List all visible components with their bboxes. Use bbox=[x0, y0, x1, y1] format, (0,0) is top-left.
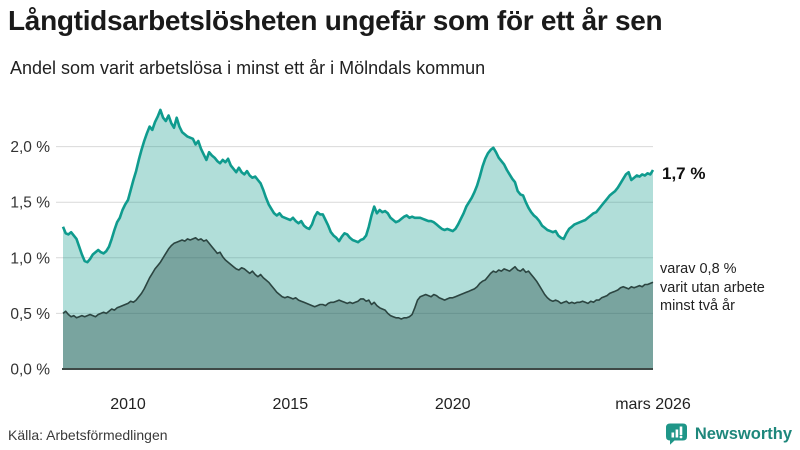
series-end-label-total: 1,7 % bbox=[662, 164, 706, 183]
page-title: Långtidsarbetslösheten ungefär som för e… bbox=[8, 5, 663, 36]
y-tick-label: 2,0 % bbox=[10, 139, 50, 156]
series-end-label-secondary-line1: varav 0,8 % bbox=[660, 261, 737, 277]
series-end-label-secondary-line2: varit utan arbete bbox=[660, 279, 765, 296]
y-tick-label: 1,0 % bbox=[10, 250, 50, 267]
line-secondary bbox=[62, 237, 654, 320]
x-tick-label: 2015 bbox=[273, 396, 309, 413]
brand-logo: Newsworthy bbox=[665, 422, 792, 446]
brand-name: Newsworthy bbox=[694, 424, 792, 443]
x-tick-label: mars 2026 bbox=[615, 396, 691, 413]
newsworthy-icon bbox=[665, 423, 687, 445]
line-total bbox=[61, 108, 655, 264]
x-tick-label: 2010 bbox=[110, 396, 146, 413]
page-subtitle: Andel som varit arbetslösa i minst ett å… bbox=[10, 58, 486, 78]
series-end-label-secondary-line3: minst två år bbox=[660, 298, 735, 314]
y-tick-label: 0,0 % bbox=[10, 362, 50, 379]
area-secondary bbox=[63, 237, 653, 369]
series-end-label-secondary: varav 0,8 % varit utan arbete minst två … bbox=[660, 260, 765, 316]
source-note: Källa: Arbetsförmedlingen bbox=[8, 427, 168, 443]
y-tick-label: 1,5 % bbox=[10, 195, 50, 212]
area-total bbox=[63, 109, 653, 370]
x-tick-label: 2020 bbox=[435, 396, 471, 413]
y-tick-label: 0,5 % bbox=[10, 306, 50, 323]
